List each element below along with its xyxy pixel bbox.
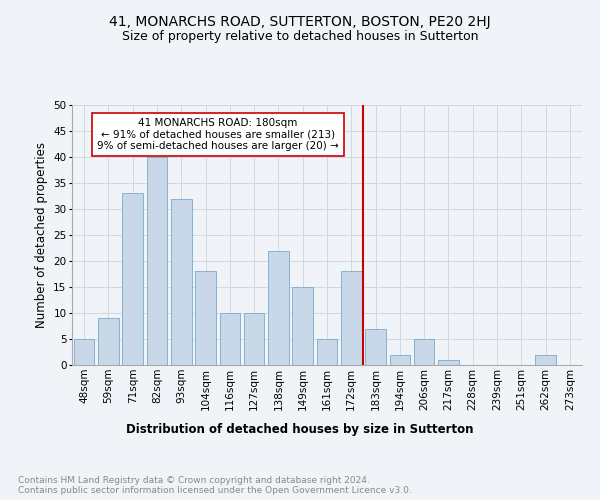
Bar (535, 354, 556, 365)
Bar (317, 339, 337, 365)
Text: Distribution of detached houses by size in Sutterton: Distribution of detached houses by size … (126, 422, 474, 436)
Bar (74, 339, 94, 365)
Bar (171, 198, 191, 365)
Bar (389, 354, 410, 365)
Y-axis label: Number of detached properties: Number of detached properties (35, 142, 47, 328)
Bar (146, 157, 167, 365)
Bar (244, 313, 265, 365)
Bar (195, 272, 216, 365)
Text: 41, MONARCHS ROAD, SUTTERTON, BOSTON, PE20 2HJ: 41, MONARCHS ROAD, SUTTERTON, BOSTON, PE… (109, 15, 491, 29)
Bar (220, 313, 240, 365)
Bar (365, 328, 386, 365)
Bar (122, 194, 143, 365)
Bar (414, 339, 434, 365)
Bar (438, 360, 459, 365)
Text: 41 MONARCHS ROAD: 180sqm
← 91% of detached houses are smaller (213)
9% of semi-d: 41 MONARCHS ROAD: 180sqm ← 91% of detach… (97, 118, 338, 151)
Bar (98, 318, 119, 365)
Bar (341, 272, 362, 365)
Text: Contains HM Land Registry data © Crown copyright and database right 2024.
Contai: Contains HM Land Registry data © Crown c… (18, 476, 412, 495)
Bar (268, 250, 289, 365)
Bar (292, 287, 313, 365)
Text: Size of property relative to detached houses in Sutterton: Size of property relative to detached ho… (122, 30, 478, 43)
